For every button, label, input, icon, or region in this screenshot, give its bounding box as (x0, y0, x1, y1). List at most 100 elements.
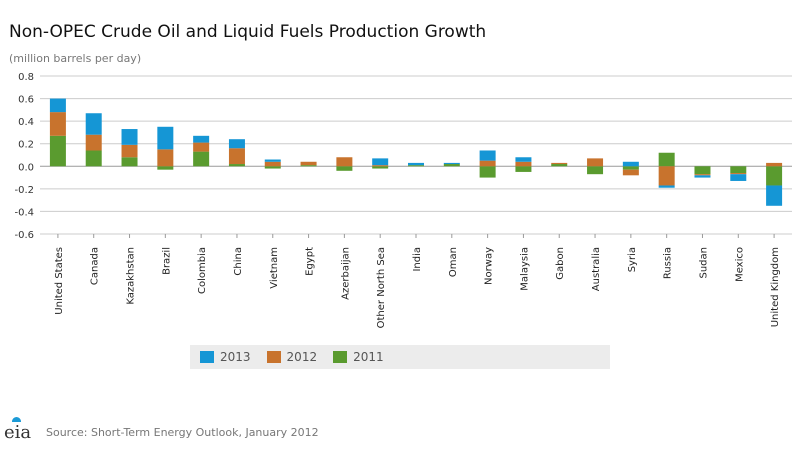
bar-2011 (587, 166, 603, 174)
x-tick-label: Oman (448, 247, 459, 277)
bar-2011 (157, 166, 173, 169)
bar-2011 (372, 166, 388, 168)
chart-footer: eia Source: Short-Term Energy Outlook, J… (4, 420, 319, 444)
bar-2011 (229, 164, 245, 166)
bar-2013 (730, 174, 746, 181)
x-tick-label: Kazakhstan (126, 247, 137, 305)
bar-2012 (336, 157, 352, 166)
bar-2011 (659, 153, 675, 167)
legend-swatch (333, 351, 347, 363)
bar-2012 (766, 163, 782, 166)
bar-2011 (623, 166, 639, 169)
legend-swatch (200, 351, 214, 363)
source-note: Source: Short-Term Energy Outlook, Janua… (46, 426, 319, 439)
legend-item-2013[interactable]: 2013 (200, 350, 251, 364)
bar-2012 (372, 165, 388, 166)
bar-2011 (694, 166, 710, 174)
bar-2013 (122, 129, 138, 145)
bar-2013 (157, 127, 173, 150)
legend-label: 2011 (353, 350, 384, 364)
x-tick-label: Malaysia (519, 247, 530, 291)
x-tick-label: Sudan (698, 247, 709, 279)
bar-2013 (50, 99, 66, 113)
bar-2012 (265, 162, 281, 167)
x-tick-label: Gabon (555, 247, 566, 280)
x-tick-label: Syria (627, 247, 638, 272)
bar-2013 (515, 157, 531, 162)
x-tick-label: India (412, 247, 423, 272)
bar-2013 (265, 160, 281, 162)
bar-2011 (408, 165, 424, 166)
bar-2013 (229, 139, 245, 148)
bar-2012 (659, 166, 675, 185)
bar-2013 (193, 136, 209, 143)
y-tick-label: -0.6 (14, 230, 34, 241)
legend-item-2012[interactable]: 2012 (267, 350, 318, 364)
bar-2012 (301, 162, 317, 165)
bar-2012 (623, 170, 639, 176)
x-tick-label: Brazil (161, 247, 172, 275)
bar-2011 (301, 165, 317, 166)
bar-2013 (766, 185, 782, 205)
bar-2012 (50, 112, 66, 136)
bar-2013 (480, 150, 496, 160)
bar-2012 (157, 149, 173, 166)
y-tick-label: 0.8 (18, 72, 34, 83)
bar-2012 (480, 161, 496, 167)
y-tick-label: 0.4 (18, 117, 34, 128)
y-tick-label: 0.2 (18, 140, 34, 151)
bar-2013 (444, 163, 460, 164)
y-tick-label: -0.2 (14, 185, 34, 196)
bar-2012 (551, 163, 567, 164)
bar-2011 (480, 166, 496, 177)
chart-legend: 2013 2012 2011 (190, 345, 610, 369)
x-tick-label: Norway (484, 247, 495, 285)
bar-2011 (766, 166, 782, 185)
bar-2012 (86, 135, 102, 151)
bar-2013 (372, 158, 388, 165)
bar-2011 (444, 164, 460, 166)
x-tick-label: United States (54, 247, 65, 315)
eia-logo: eia (4, 420, 38, 444)
y-tick-label: 0.0 (18, 162, 34, 173)
bar-2012 (229, 148, 245, 164)
bar-2011 (515, 166, 531, 172)
bar-2013 (408, 163, 424, 165)
eia-logo-text: eia (4, 422, 31, 443)
x-tick-label: Azerbaijan (340, 247, 351, 300)
x-tick-label: Vietnam (269, 247, 280, 289)
x-tick-label: Mexico (734, 247, 745, 282)
bar-2011 (50, 136, 66, 166)
bar-2012 (694, 174, 710, 175)
bar-2013 (694, 175, 710, 177)
bar-2011 (551, 164, 567, 166)
bar-2011 (122, 157, 138, 166)
legend-item-2011[interactable]: 2011 (333, 350, 384, 364)
legend-label: 2013 (220, 350, 251, 364)
x-tick-label: Colombia (197, 247, 208, 294)
bar-2013 (86, 113, 102, 134)
bar-2012 (122, 145, 138, 157)
legend-swatch (267, 351, 281, 363)
bar-2012 (587, 158, 603, 166)
bar-2011 (265, 166, 281, 168)
bar-2013 (623, 162, 639, 167)
bar-2011 (336, 166, 352, 171)
bar-2011 (730, 166, 746, 173)
y-tick-label: 0.6 (18, 95, 34, 106)
x-tick-label: United Kingdom (770, 247, 781, 327)
bar-2011 (193, 152, 209, 167)
bar-2012 (193, 143, 209, 152)
x-tick-label: China (233, 247, 244, 276)
bar-2012 (730, 173, 746, 174)
bar-2011 (86, 150, 102, 166)
y-tick-label: -0.4 (14, 207, 34, 218)
x-tick-label: Other North Sea (376, 247, 387, 328)
bar-2012 (515, 162, 531, 167)
bar-2013 (659, 185, 675, 187)
x-tick-label: Egypt (305, 247, 316, 276)
x-tick-label: Russia (663, 247, 674, 279)
x-tick-label: Australia (591, 247, 602, 291)
legend-label: 2012 (287, 350, 318, 364)
